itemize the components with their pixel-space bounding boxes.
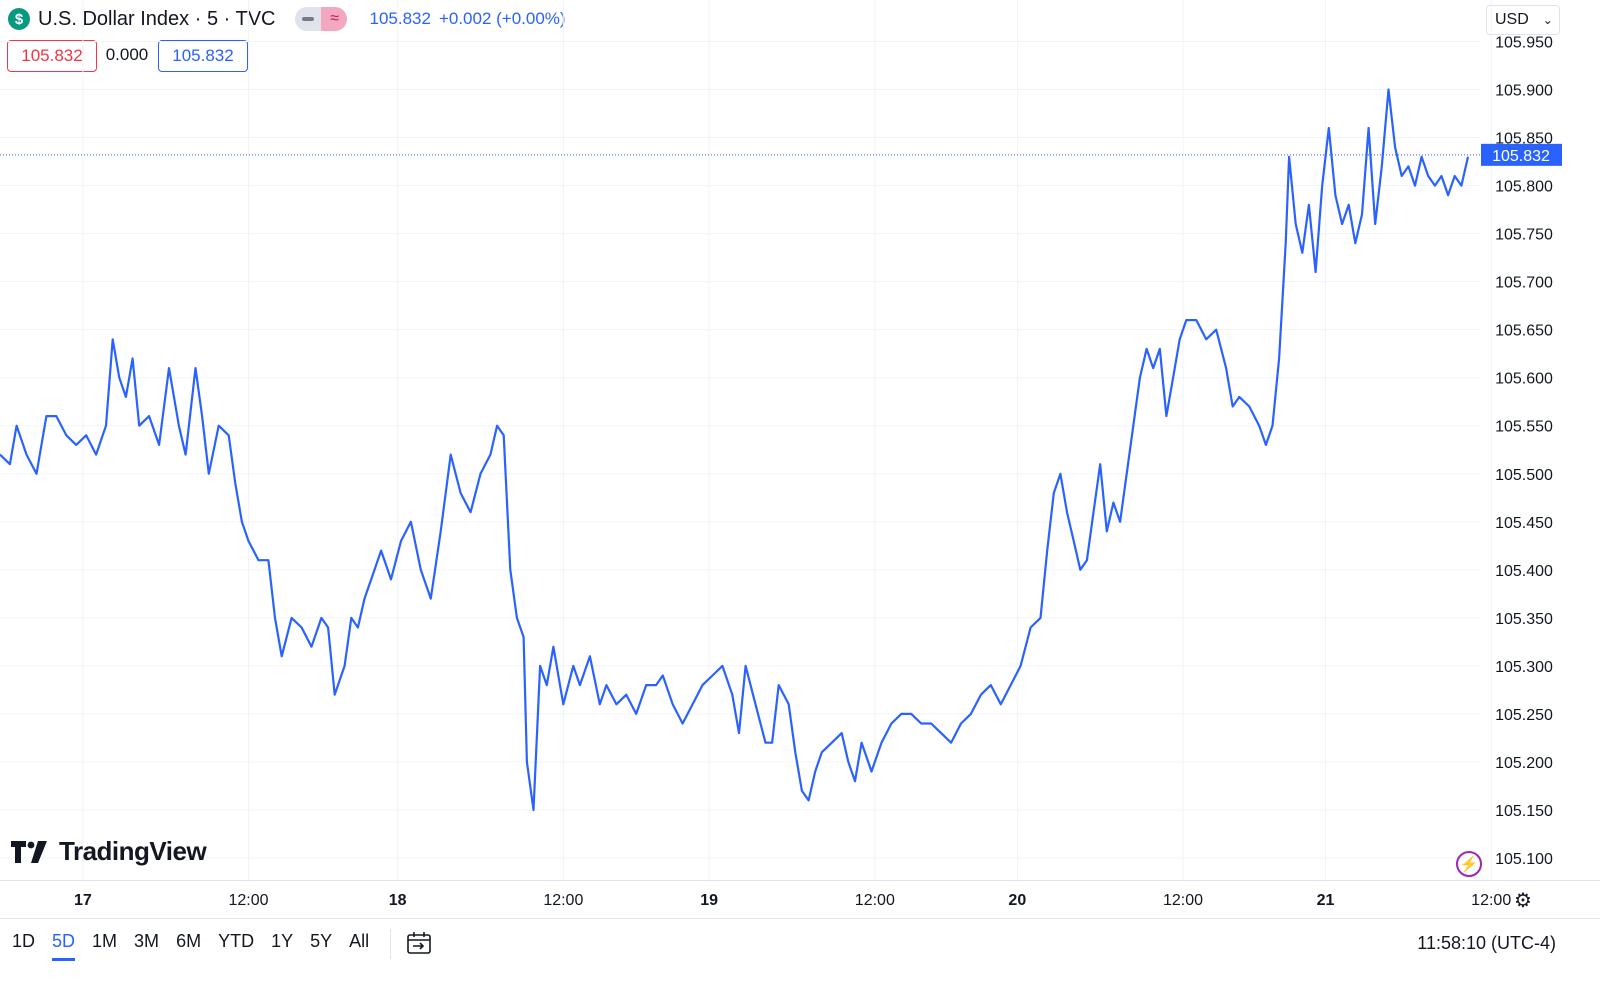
y-tick-label: 105.650	[1495, 323, 1553, 340]
toolbar-divider	[390, 929, 391, 959]
y-tick-label: 105.600	[1495, 371, 1553, 388]
tradingview-logo-icon	[11, 840, 47, 863]
x-tick-label: 12:00	[855, 892, 895, 909]
y-tick-label: 105.300	[1495, 659, 1553, 676]
range-button-1d[interactable]: 1D	[12, 931, 36, 951]
y-tick-label: 105.500	[1495, 467, 1553, 484]
y-tick-label: 105.850	[1495, 131, 1553, 148]
y-tick-label: 105.700	[1495, 275, 1553, 292]
range-selector: 1D 5D 1M 3M 6M YTD 1Y 5Y All	[12, 931, 386, 961]
x-tick-label: 17	[74, 892, 92, 909]
spread-value: 0.000	[105, 45, 149, 64]
currency-select[interactable]: USD ⌄	[1486, 5, 1560, 35]
x-tick-label: 12:00	[1471, 892, 1511, 909]
market-closed-icon[interactable]	[295, 7, 322, 31]
y-tick-label: 105.350	[1495, 611, 1553, 628]
current-price-label-bg	[1481, 143, 1562, 166]
y-tick-label: 105.750	[1495, 227, 1553, 244]
y-tick-label: 105.450	[1495, 515, 1553, 532]
dollar-symbol-icon: $	[8, 8, 30, 30]
range-button-ytd[interactable]: YTD	[218, 931, 255, 951]
calendar-icon[interactable]	[405, 929, 433, 957]
ask-price-box[interactable]: 105.832	[158, 40, 248, 72]
y-tick-label: 105.900	[1495, 83, 1553, 100]
x-tick-label: 20	[1008, 892, 1026, 909]
market-status-pills[interactable]: ≈	[295, 7, 348, 31]
symbol-title[interactable]: U.S. Dollar Index · 5 · TVC	[38, 7, 276, 30]
y-tick-label: 105.100	[1495, 851, 1553, 868]
currency-label: USD	[1495, 11, 1529, 28]
range-button-1m[interactable]: 1M	[92, 931, 118, 951]
session-clock[interactable]: 11:58:10 (UTC-4)	[1417, 933, 1556, 953]
x-tick-label: 12:00	[1163, 892, 1203, 909]
gear-icon[interactable]: ⚙	[1514, 890, 1532, 912]
y-tick-label: 105.950	[1495, 35, 1553, 52]
x-tick-label: 21	[1317, 892, 1335, 909]
x-tick-label: 12:00	[543, 892, 583, 909]
y-tick-label: 105.200	[1495, 755, 1553, 772]
price-change: +0.002 (+0.00%)	[438, 9, 566, 28]
range-button-1y[interactable]: 1Y	[271, 931, 294, 951]
range-button-3m[interactable]: 3M	[134, 931, 160, 951]
x-tick-label: 12:00	[229, 892, 269, 909]
range-button-5d[interactable]: 5D	[52, 931, 76, 961]
lightning-icon[interactable]: ⚡	[1456, 851, 1482, 877]
y-tick-label: 105.800	[1495, 179, 1553, 196]
y-tick-label: 105.250	[1495, 707, 1553, 724]
tradingview-logo[interactable]: TradingView	[11, 836, 207, 867]
y-tick-label: 105.400	[1495, 563, 1553, 580]
chevron-down-icon: ⌄	[1542, 13, 1553, 27]
range-button-5y[interactable]: 5Y	[310, 931, 333, 951]
approx-icon[interactable]: ≈	[321, 7, 348, 31]
chart-header: $ U.S. Dollar Index · 5 · TVC ≈ 105.832 …	[8, 6, 566, 32]
current-price-label: 105.832	[1492, 148, 1550, 165]
range-button-6m[interactable]: 6M	[176, 931, 202, 951]
price-series-line[interactable]	[0, 88, 1470, 812]
x-tick-label: 19	[700, 892, 718, 909]
brand-name: TradingView	[59, 836, 207, 866]
x-tick-label: 18	[389, 892, 407, 909]
bottom-toolbar: 1D 5D 1M 3M 6M YTD 1Y 5Y All 11:58:10 (UTC-4)	[0, 918, 1600, 987]
range-button-all[interactable]: All	[349, 931, 370, 951]
last-price: 105.832	[369, 9, 431, 28]
y-tick-label: 105.150	[1495, 803, 1553, 820]
price-chart[interactable]: 105.100 105.150 105.200 105.250 105.300 105.3…	[0, 0, 1600, 918]
bid-price-box[interactable]: 105.832	[7, 40, 97, 72]
y-tick-label: 105.550	[1495, 419, 1553, 436]
